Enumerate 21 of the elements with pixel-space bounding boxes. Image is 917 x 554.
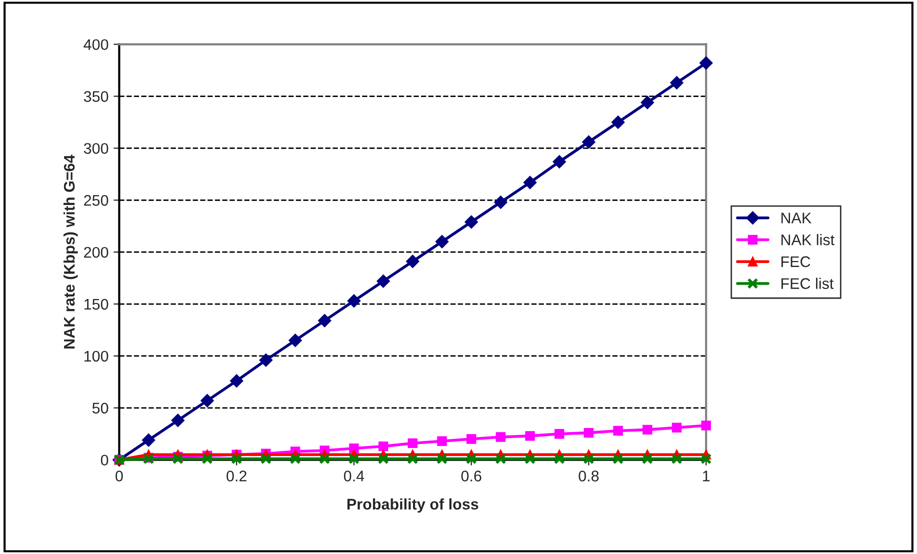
- y-tick-label: 100: [84, 350, 108, 362]
- legend-label: FEC list: [781, 278, 834, 289]
- y-tick-label: 200: [84, 246, 108, 258]
- y-tick-label: 350: [84, 91, 108, 102]
- legend-label: NAK: [781, 212, 812, 224]
- y-tick-label: 0: [100, 454, 108, 466]
- x-tick-label: 0: [116, 470, 123, 482]
- y-axis-title: NAK rate (Kbps) with G=64: [64, 154, 78, 348]
- legend-label: FEC: [781, 256, 810, 268]
- x-axis-title: Probability of loss: [347, 498, 478, 513]
- y-tick-label: 50: [92, 402, 108, 414]
- x-tick-label: 1: [703, 470, 710, 482]
- y-tick-label: 250: [84, 195, 108, 206]
- x-tick-label: 0.8: [578, 470, 599, 482]
- y-tick-label: 150: [84, 298, 108, 310]
- y-tick-label: 300: [84, 143, 108, 154]
- x-tick-label: 0.2: [226, 470, 246, 482]
- x-tick-label: 0.4: [344, 470, 364, 482]
- legend-label: NAK list: [781, 234, 834, 246]
- y-tick-label: 400: [84, 39, 108, 50]
- x-tick-label: 0.6: [461, 470, 482, 482]
